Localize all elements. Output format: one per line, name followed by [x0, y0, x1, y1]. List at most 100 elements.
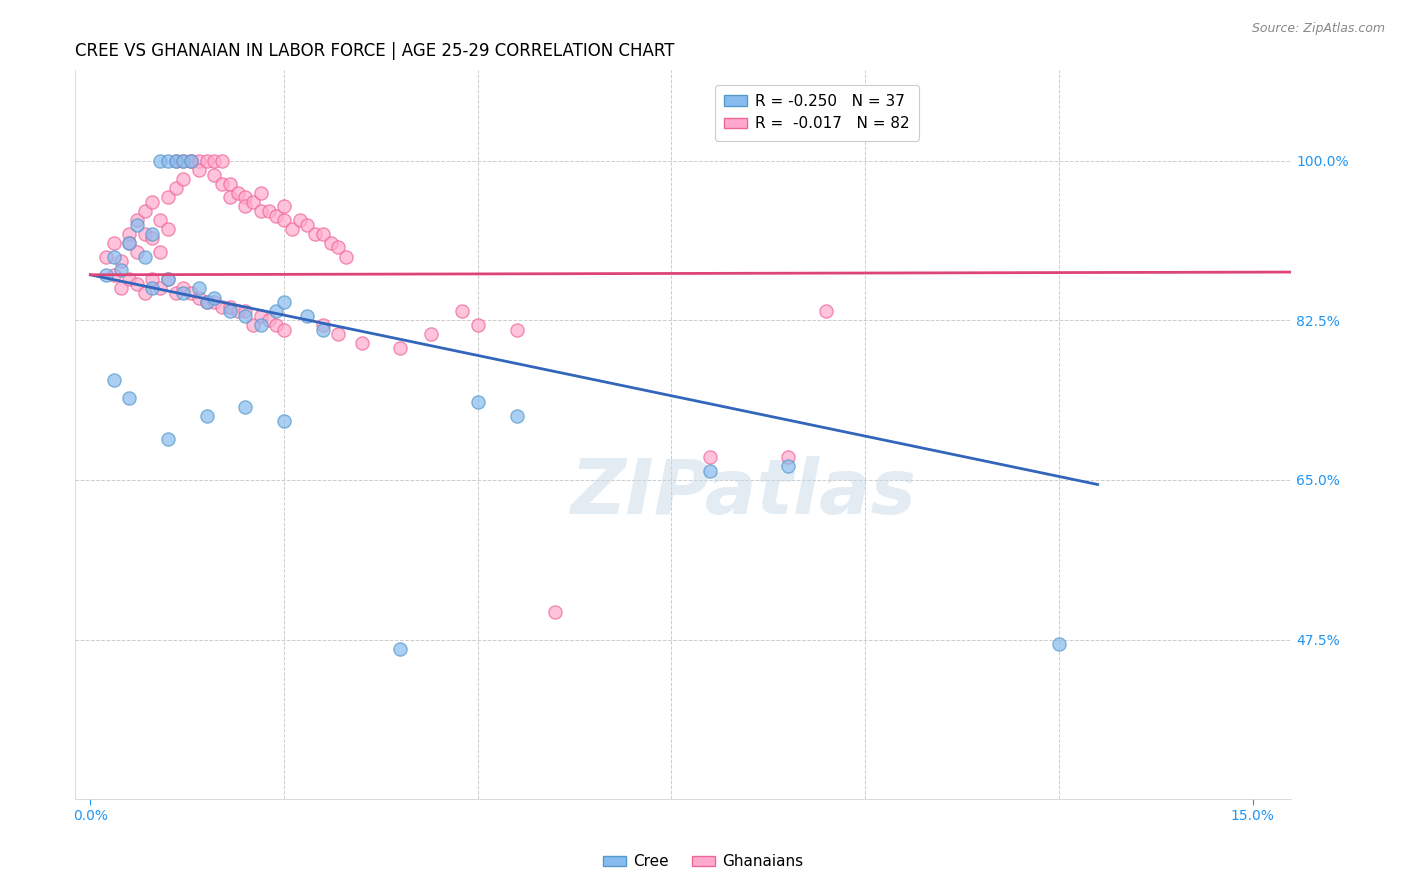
- Point: [257, 204, 280, 219]
- Point: [505, 322, 527, 336]
- Point: [233, 309, 256, 323]
- Point: [195, 295, 218, 310]
- Point: [156, 222, 179, 236]
- Point: [125, 245, 148, 260]
- Point: [281, 222, 304, 236]
- Point: [125, 213, 148, 227]
- Point: [103, 268, 125, 282]
- Point: [273, 414, 295, 428]
- Point: [149, 281, 172, 295]
- Point: [350, 336, 373, 351]
- Point: [211, 177, 233, 191]
- Point: [180, 153, 202, 168]
- Point: [156, 432, 179, 446]
- Point: [165, 181, 187, 195]
- Point: [288, 213, 311, 227]
- Point: [218, 304, 240, 318]
- Point: [776, 450, 799, 465]
- Point: [467, 395, 489, 409]
- Point: [180, 286, 202, 301]
- Point: [134, 250, 156, 264]
- Point: [195, 409, 218, 424]
- Point: [250, 204, 273, 219]
- Point: [156, 153, 179, 168]
- Point: [211, 300, 233, 314]
- Point: [273, 213, 295, 227]
- Point: [304, 227, 326, 241]
- Point: [141, 227, 163, 241]
- Point: [103, 235, 125, 250]
- Point: [149, 245, 172, 260]
- Point: [172, 153, 194, 168]
- Point: [233, 400, 256, 414]
- Point: [776, 459, 799, 474]
- Point: [110, 281, 132, 295]
- Point: [172, 153, 194, 168]
- Point: [328, 240, 350, 254]
- Point: [202, 295, 225, 310]
- Point: [103, 250, 125, 264]
- Point: [202, 153, 225, 168]
- Point: [335, 250, 357, 264]
- Point: [165, 286, 187, 301]
- Point: [389, 341, 412, 355]
- Point: [233, 199, 256, 213]
- Point: [141, 194, 163, 209]
- Point: [312, 318, 335, 332]
- Point: [118, 227, 141, 241]
- Point: [118, 391, 141, 405]
- Point: [218, 190, 240, 204]
- Point: [233, 190, 256, 204]
- Point: [226, 186, 249, 200]
- Point: [103, 373, 125, 387]
- Point: [420, 327, 443, 342]
- Point: [180, 153, 202, 168]
- Point: [273, 295, 295, 310]
- Point: [172, 281, 194, 295]
- Point: [1047, 637, 1070, 651]
- Point: [297, 309, 319, 323]
- Point: [233, 304, 256, 318]
- Point: [226, 304, 249, 318]
- Point: [250, 186, 273, 200]
- Point: [172, 286, 194, 301]
- Point: [312, 322, 335, 336]
- Point: [141, 281, 163, 295]
- Point: [273, 322, 295, 336]
- Point: [187, 163, 209, 178]
- Point: [242, 318, 264, 332]
- Point: [187, 291, 209, 305]
- Point: [125, 218, 148, 232]
- Point: [699, 450, 721, 465]
- Point: [156, 190, 179, 204]
- Point: [218, 300, 240, 314]
- Point: [156, 272, 179, 286]
- Point: [312, 227, 335, 241]
- Point: [149, 153, 172, 168]
- Point: [118, 235, 141, 250]
- Point: [118, 235, 141, 250]
- Point: [544, 605, 567, 619]
- Point: [110, 263, 132, 277]
- Legend: R = -0.250   N = 37, R =  -0.017   N = 82: R = -0.250 N = 37, R = -0.017 N = 82: [716, 85, 918, 141]
- Point: [250, 309, 273, 323]
- Point: [156, 272, 179, 286]
- Point: [505, 409, 527, 424]
- Point: [319, 235, 342, 250]
- Text: CREE VS GHANAIAN IN LABOR FORCE | AGE 25-29 CORRELATION CHART: CREE VS GHANAIAN IN LABOR FORCE | AGE 25…: [75, 42, 675, 60]
- Point: [118, 272, 141, 286]
- Point: [297, 218, 319, 232]
- Text: ZIPatlas: ZIPatlas: [571, 456, 917, 530]
- Point: [389, 641, 412, 656]
- Point: [266, 304, 288, 318]
- Point: [211, 153, 233, 168]
- Point: [195, 295, 218, 310]
- Point: [202, 168, 225, 182]
- Point: [266, 318, 288, 332]
- Point: [242, 194, 264, 209]
- Point: [180, 153, 202, 168]
- Point: [266, 209, 288, 223]
- Legend: Cree, Ghanaians: Cree, Ghanaians: [596, 848, 810, 875]
- Point: [187, 153, 209, 168]
- Point: [94, 250, 117, 264]
